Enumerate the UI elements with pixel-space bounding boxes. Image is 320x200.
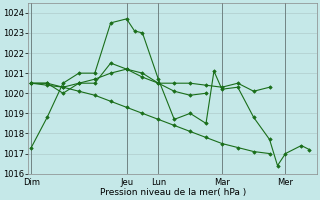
X-axis label: Pression niveau de la mer( hPa ): Pression niveau de la mer( hPa ) <box>100 188 246 197</box>
